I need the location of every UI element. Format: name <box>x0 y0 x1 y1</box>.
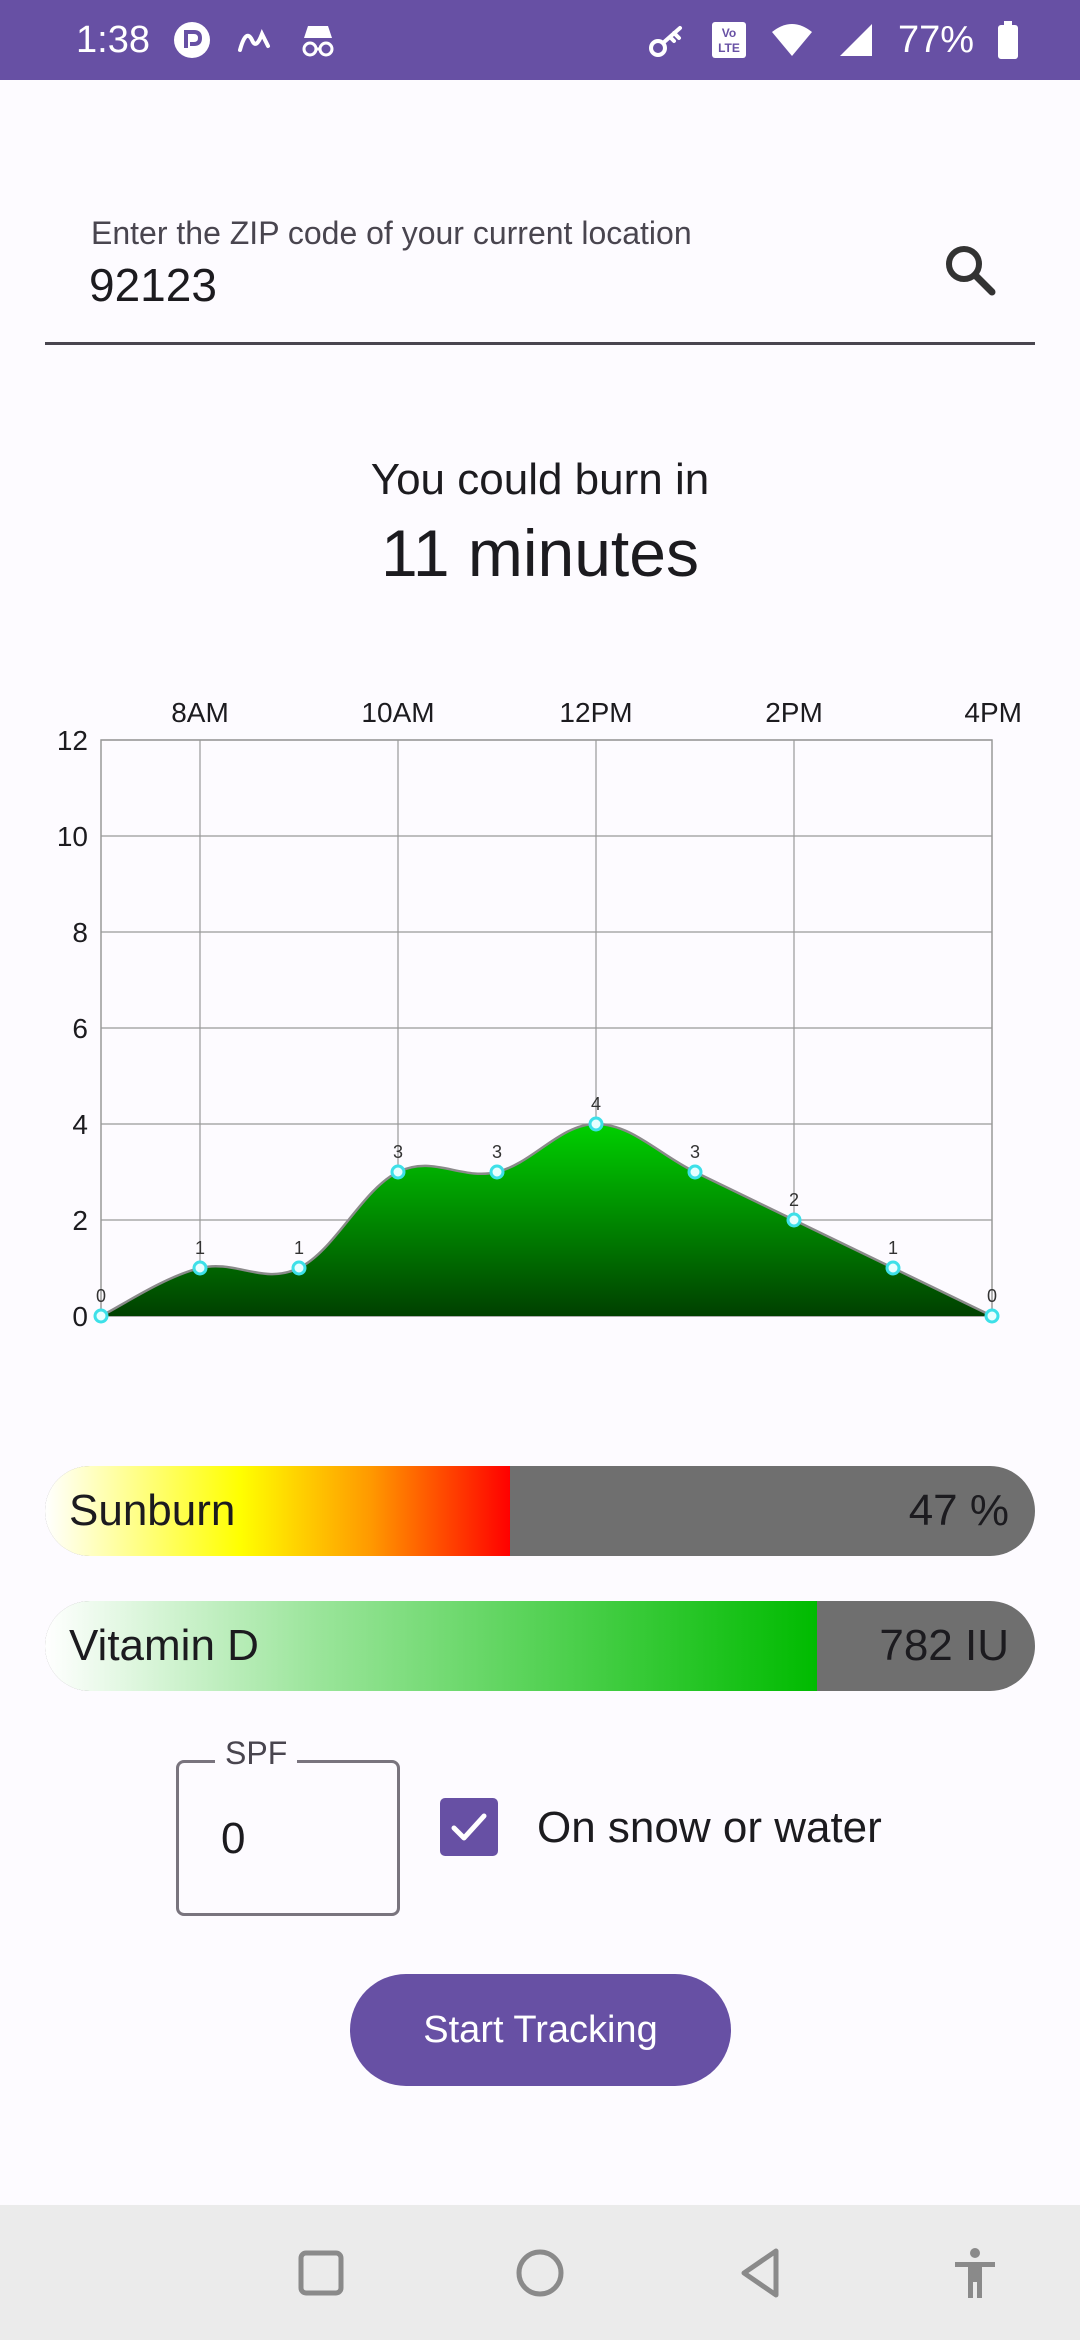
back-button[interactable] <box>721 2233 801 2313</box>
vitamin-d-meter: Vitamin D 782 IU <box>45 1601 1035 1691</box>
uv-point-label: 3 <box>690 1142 700 1162</box>
navigation-bar <box>0 2205 1080 2340</box>
recents-button[interactable] <box>281 2233 361 2313</box>
x-tick-label: 2PM <box>765 697 823 728</box>
uv-point-label: 0 <box>987 1286 997 1306</box>
battery-percent: 77% <box>897 18 974 61</box>
y-tick-label: 8 <box>72 917 88 948</box>
search-button[interactable] <box>935 235 1005 305</box>
snow-water-checkbox[interactable] <box>440 1798 498 1856</box>
zip-label: Enter the ZIP code of your current locat… <box>91 215 692 251</box>
uv-point-label: 1 <box>195 1238 205 1258</box>
battery-icon <box>996 20 1020 60</box>
y-tick-label: 0 <box>72 1301 88 1332</box>
y-tick-label: 2 <box>72 1205 88 1236</box>
zip-field: Enter the ZIP code of your current locat… <box>45 195 1035 345</box>
uv-data-point <box>885 1260 901 1276</box>
home-button[interactable] <box>500 2233 580 2313</box>
sunburn-meter-fill <box>45 1466 511 1556</box>
spf-field: SPF <box>176 1735 400 1916</box>
search-icon <box>946 246 996 296</box>
y-tick-label: 12 <box>57 725 88 756</box>
uv-point-label: 2 <box>789 1190 799 1210</box>
svg-text:LTE: LTE <box>718 41 740 55</box>
signature-icon <box>234 20 274 60</box>
y-tick-label: 4 <box>72 1109 88 1140</box>
uv-point-label: 1 <box>294 1238 304 1258</box>
uv-data-point <box>489 1164 505 1180</box>
snow-water-label: On snow or water <box>537 1803 882 1852</box>
sunburn-value: 47 % <box>908 1486 1009 1535</box>
spf-label: SPF <box>215 1735 298 1772</box>
vitamin-d-value: 782 IU <box>879 1621 1009 1670</box>
x-tick-label: 4PM <box>964 697 1022 728</box>
uv-data-point <box>390 1164 406 1180</box>
burn-time-value: 11 minutes <box>381 516 699 590</box>
burn-caption: You could burn in <box>370 455 710 504</box>
wifi-icon <box>770 20 814 60</box>
accessibility-button[interactable] <box>935 2233 1015 2313</box>
spf-input[interactable] <box>221 1811 371 1867</box>
x-tick-label: 8AM <box>171 697 229 728</box>
start-tracking-button[interactable]: Start Tracking <box>350 1974 731 2086</box>
uv-data-point <box>93 1308 109 1324</box>
home-icon <box>516 2249 564 2297</box>
y-tick-label: 10 <box>57 821 88 852</box>
incognito-icon <box>296 20 340 60</box>
vitamin-d-label: Vitamin D <box>69 1621 259 1670</box>
uv-point-label: 4 <box>591 1094 601 1114</box>
x-tick-label: 12PM <box>559 697 632 728</box>
svg-text:Vo: Vo <box>722 26 736 40</box>
x-tick-label: 10AM <box>361 697 434 728</box>
status-bar: 1:38 Vo LTE 77% <box>0 0 1080 80</box>
sunburn-label: Sunburn <box>69 1486 236 1535</box>
accessibility-icon <box>955 2248 995 2298</box>
uv-data-point <box>687 1164 703 1180</box>
uv-point-label: 1 <box>888 1238 898 1258</box>
status-right: Vo LTE 77% <box>646 19 1020 62</box>
zip-input[interactable] <box>89 255 889 315</box>
uv-data-point <box>984 1308 1000 1324</box>
recents-icon <box>298 2250 344 2296</box>
uv-point-label: 0 <box>96 1286 106 1306</box>
uv-point-label: 3 <box>492 1142 502 1162</box>
uv-area <box>101 1124 992 1316</box>
volte-icon: Vo LTE <box>710 20 748 60</box>
messenger-icon <box>172 20 212 60</box>
uv-data-point <box>291 1260 307 1276</box>
y-tick-label: 6 <box>72 1013 88 1044</box>
back-icon <box>741 2248 779 2298</box>
status-time: 1:38 <box>76 18 150 61</box>
uv-data-point <box>588 1116 604 1132</box>
sunburn-meter: Sunburn 47 % <box>45 1466 1035 1556</box>
status-left: 1:38 <box>76 19 340 62</box>
vitamin-d-meter-fill <box>45 1601 818 1691</box>
uv-data-point <box>192 1260 208 1276</box>
uv-point-label: 3 <box>393 1142 403 1162</box>
uv-line <box>100 1122 993 1318</box>
key-icon <box>646 20 688 60</box>
signal-icon <box>836 20 876 60</box>
uv-data-point <box>786 1212 802 1228</box>
checkmark-icon <box>451 1813 487 1841</box>
